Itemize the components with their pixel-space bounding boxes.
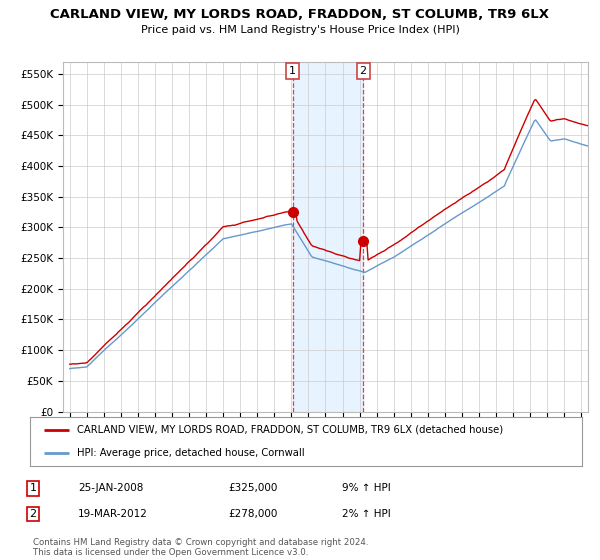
Text: 2: 2	[29, 509, 37, 519]
Text: CARLAND VIEW, MY LORDS ROAD, FRADDON, ST COLUMB, TR9 6LX: CARLAND VIEW, MY LORDS ROAD, FRADDON, ST…	[50, 8, 550, 21]
Text: 1: 1	[289, 66, 296, 76]
Text: 19-MAR-2012: 19-MAR-2012	[78, 509, 148, 519]
Text: 9% ↑ HPI: 9% ↑ HPI	[342, 483, 391, 493]
Text: 2: 2	[359, 66, 367, 76]
Text: 25-JAN-2008: 25-JAN-2008	[78, 483, 143, 493]
Text: CARLAND VIEW, MY LORDS ROAD, FRADDON, ST COLUMB, TR9 6LX (detached house): CARLAND VIEW, MY LORDS ROAD, FRADDON, ST…	[77, 425, 503, 435]
Text: Contains HM Land Registry data © Crown copyright and database right 2024.
This d: Contains HM Land Registry data © Crown c…	[33, 538, 368, 557]
Text: 2% ↑ HPI: 2% ↑ HPI	[342, 509, 391, 519]
Text: £278,000: £278,000	[228, 509, 277, 519]
Text: 1: 1	[29, 483, 37, 493]
Text: Price paid vs. HM Land Registry's House Price Index (HPI): Price paid vs. HM Land Registry's House …	[140, 25, 460, 35]
Text: £325,000: £325,000	[228, 483, 277, 493]
Text: HPI: Average price, detached house, Cornwall: HPI: Average price, detached house, Corn…	[77, 447, 305, 458]
